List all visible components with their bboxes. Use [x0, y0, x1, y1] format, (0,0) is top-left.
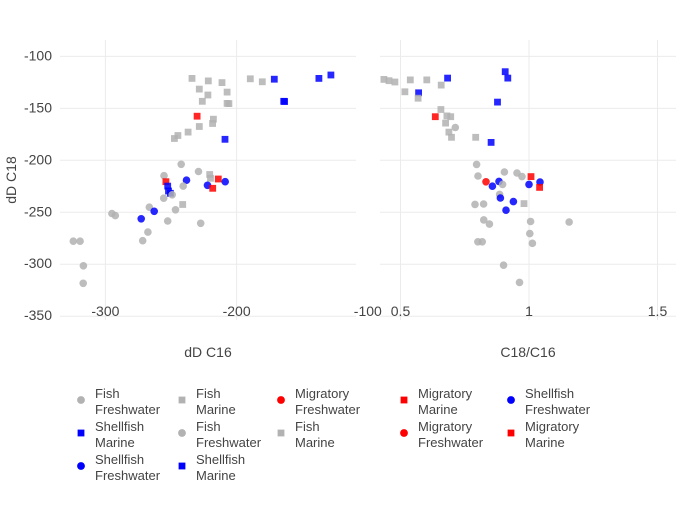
svg-text:Shellfish: Shellfish	[196, 452, 245, 467]
svg-text:Migratory: Migratory	[295, 386, 350, 401]
svg-text:Freshwater: Freshwater	[95, 468, 161, 483]
svg-text:-300: -300	[24, 255, 52, 271]
svg-text:1: 1	[525, 303, 533, 319]
svg-text:-200: -200	[223, 303, 251, 319]
svg-text:Fish: Fish	[196, 419, 221, 434]
svg-text:Marine: Marine	[95, 435, 135, 450]
svg-text:-100: -100	[354, 303, 382, 319]
svg-text:dD C18: dD C18	[3, 156, 19, 204]
svg-text:Freshwater: Freshwater	[95, 402, 161, 417]
svg-text:Marine: Marine	[418, 402, 458, 417]
svg-text:Fish: Fish	[295, 419, 320, 434]
svg-text:Marine: Marine	[196, 402, 236, 417]
svg-text:dD C16: dD C16	[184, 344, 232, 360]
svg-text:Migratory: Migratory	[418, 386, 473, 401]
svg-text:Fish: Fish	[95, 386, 120, 401]
svg-text:Shellfish: Shellfish	[95, 419, 144, 434]
svg-text:-100: -100	[24, 47, 52, 63]
svg-text:Freshwater: Freshwater	[196, 435, 262, 450]
svg-text:Migratory: Migratory	[418, 419, 473, 434]
svg-text:-300: -300	[91, 303, 119, 319]
svg-text:-250: -250	[24, 203, 52, 219]
svg-text:1.5: 1.5	[648, 303, 668, 319]
svg-text:Freshwater: Freshwater	[418, 435, 484, 450]
svg-text:Marine: Marine	[196, 468, 236, 483]
svg-text:Freshwater: Freshwater	[525, 402, 591, 417]
svg-text:Freshwater: Freshwater	[295, 402, 361, 417]
svg-text:Marine: Marine	[295, 435, 335, 450]
svg-text:C18/C16: C18/C16	[500, 344, 555, 360]
svg-text:Marine: Marine	[525, 435, 565, 450]
svg-text:Migratory: Migratory	[525, 419, 580, 434]
svg-text:Shellfish: Shellfish	[95, 452, 144, 467]
svg-text:0.5: 0.5	[391, 303, 411, 319]
svg-text:-350: -350	[24, 307, 52, 323]
svg-text:Shellfish: Shellfish	[525, 386, 574, 401]
svg-text:-150: -150	[24, 99, 52, 115]
svg-text:-200: -200	[24, 151, 52, 167]
svg-text:Fish: Fish	[196, 386, 221, 401]
